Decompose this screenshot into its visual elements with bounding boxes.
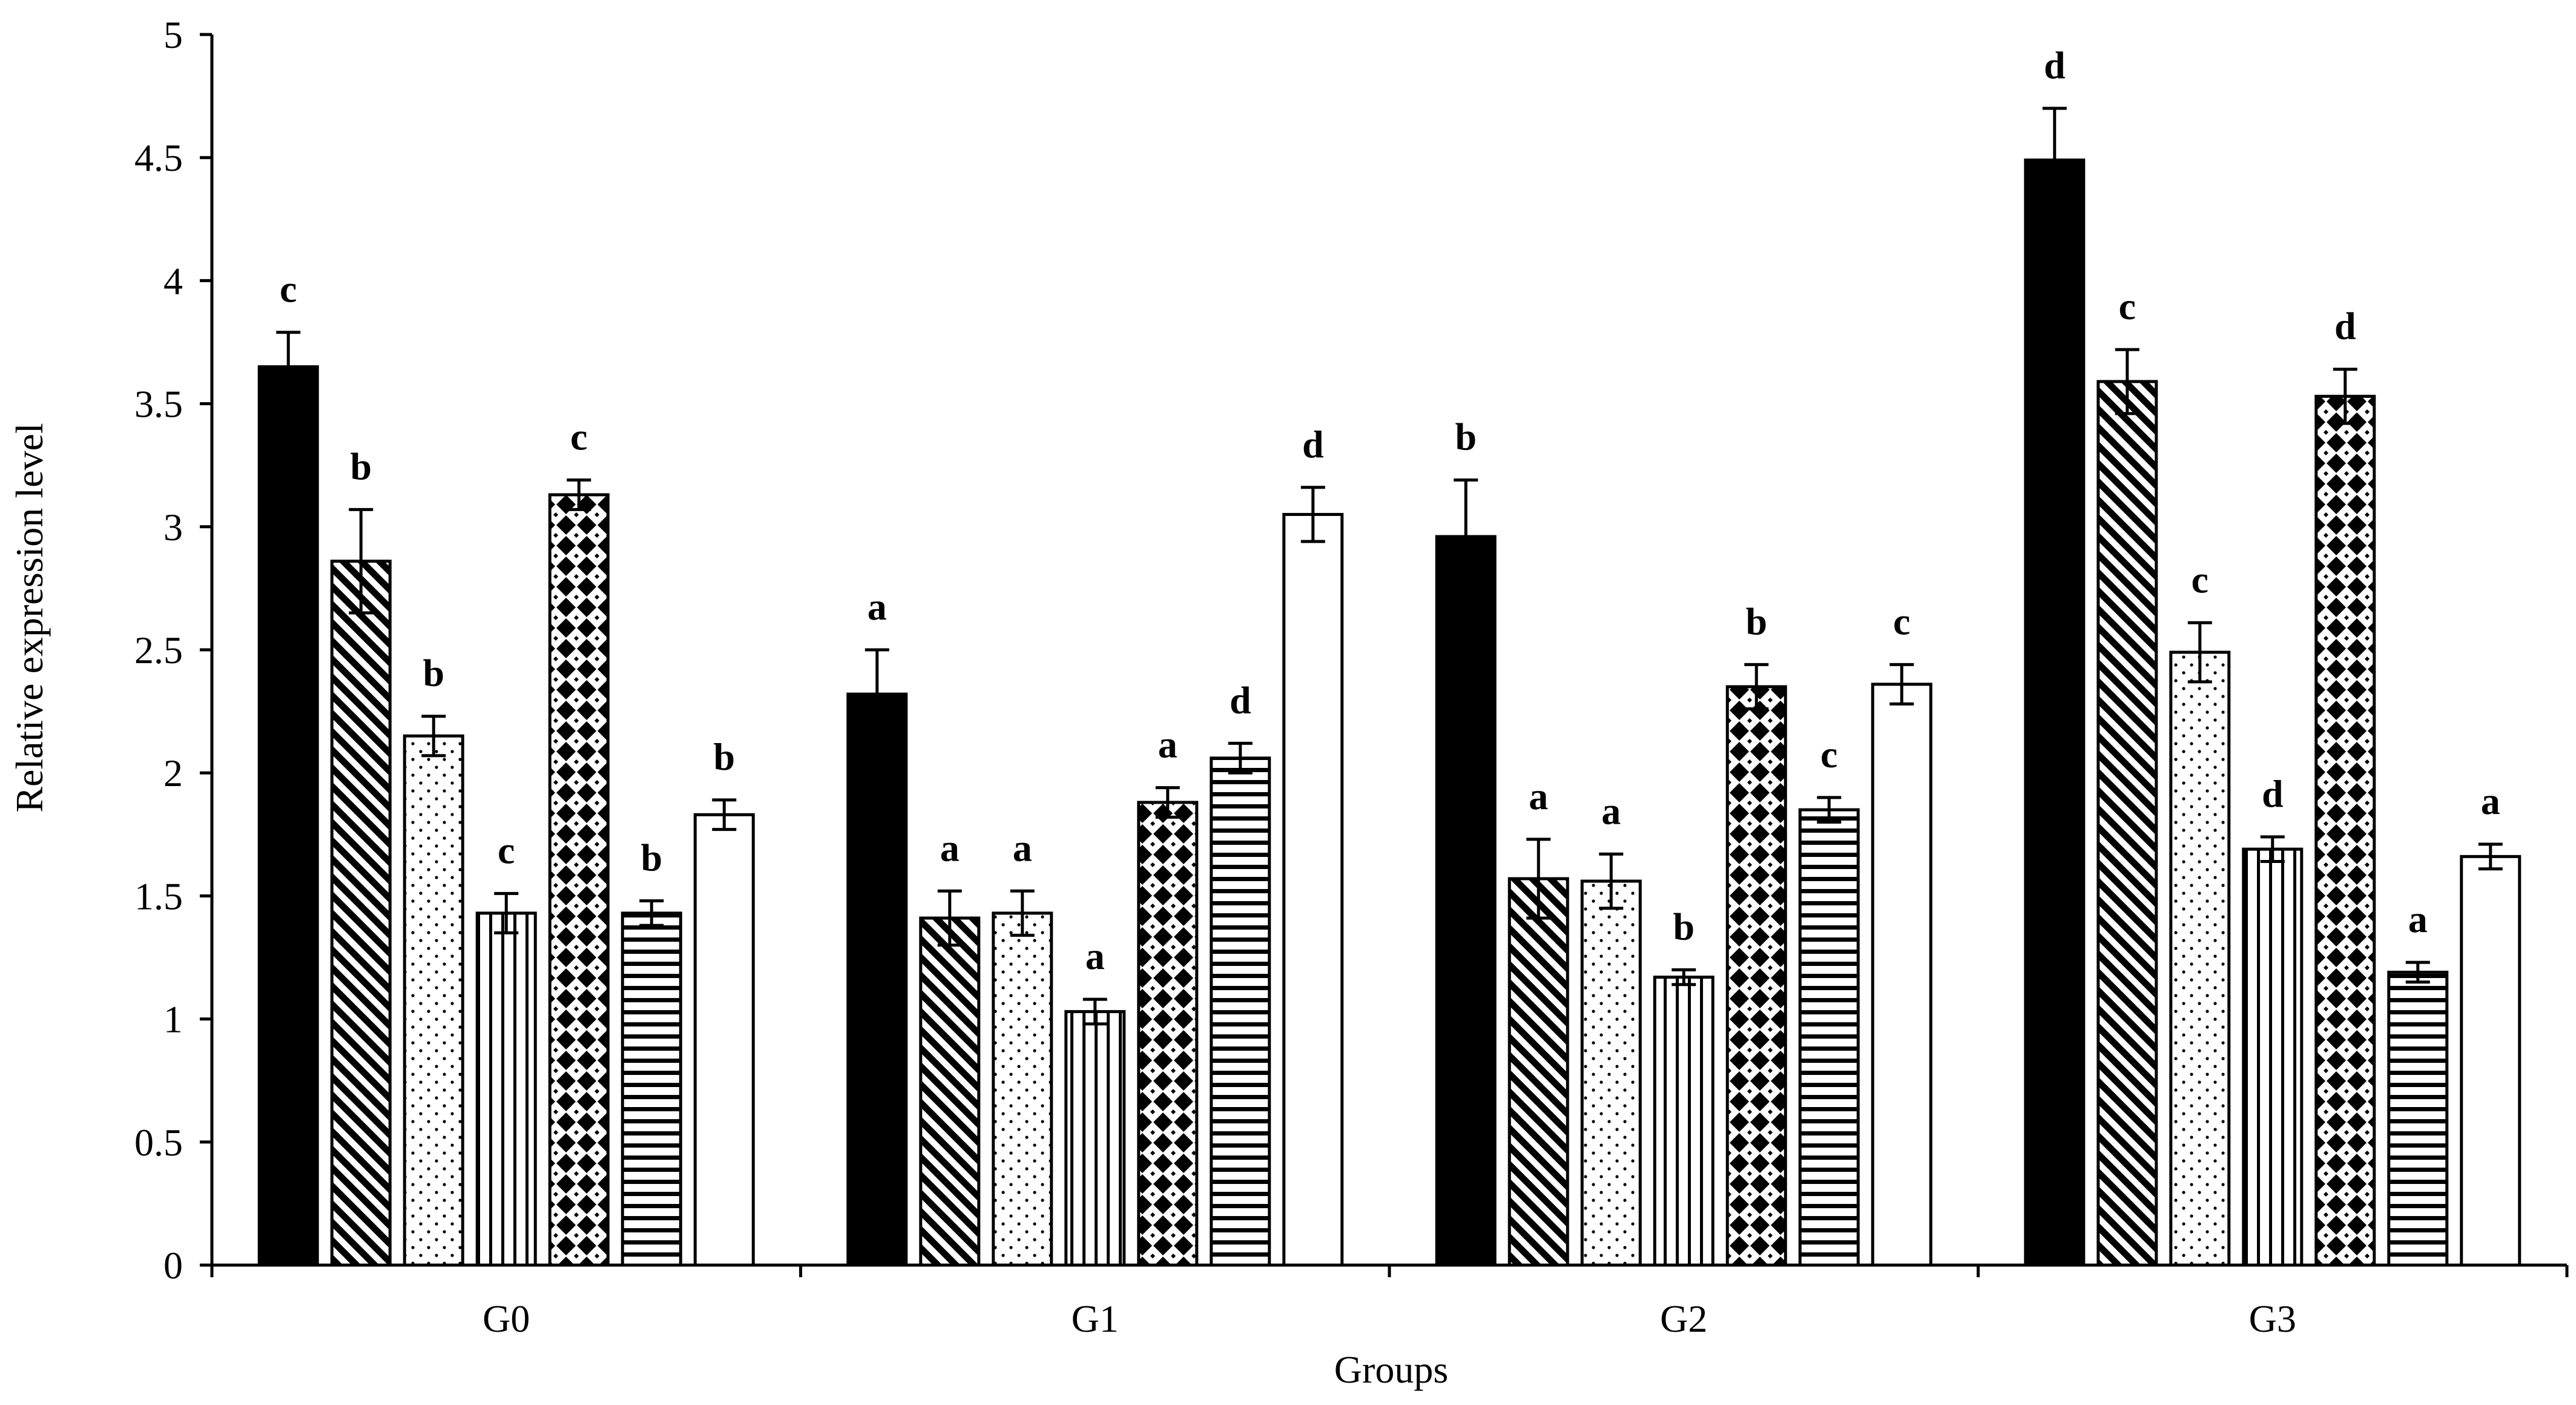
y-tick-label: 3 bbox=[163, 506, 183, 549]
bar-g2-series-3 bbox=[1580, 879, 1642, 1267]
y-tick-label: 0.5 bbox=[134, 1121, 183, 1164]
y-tick-label: 3.5 bbox=[134, 383, 183, 426]
significance-label: d bbox=[2262, 772, 2284, 815]
x-axis-title: Groups bbox=[1334, 1348, 1448, 1391]
significance-label: b bbox=[350, 445, 372, 488]
significance-label: d bbox=[2044, 44, 2066, 87]
bar-g1-series-4 bbox=[1064, 1010, 1126, 1267]
bar-g3-series-6 bbox=[2387, 970, 2449, 1267]
significance-label: c bbox=[570, 415, 587, 458]
significance-labels: c b b c c b b a a a a a d d b a a b b c c d c c d d a a bbox=[280, 44, 2500, 977]
significance-label: c bbox=[1820, 733, 1837, 776]
bar-g0-series-3 bbox=[403, 734, 464, 1267]
significance-label: b bbox=[1455, 415, 1477, 458]
bar-g1-series-6 bbox=[1210, 756, 1271, 1267]
bar-g2-series-7 bbox=[1871, 683, 1932, 1267]
significance-label: b bbox=[1745, 600, 1767, 643]
bar-g3-series-4 bbox=[2242, 847, 2304, 1267]
bar-g2-series-5 bbox=[1725, 685, 1787, 1267]
bar-g1-series-3 bbox=[992, 911, 1053, 1267]
error-bars bbox=[276, 107, 2503, 1026]
bar-g3-series-2 bbox=[2097, 380, 2158, 1267]
y-tick-label: 1 bbox=[163, 998, 183, 1041]
significance-label: c bbox=[280, 268, 297, 311]
bar-g0-series-6 bbox=[621, 911, 682, 1267]
significance-label: d bbox=[1230, 678, 1251, 721]
bar-g0-series-2 bbox=[330, 560, 392, 1267]
bar-g0-series-1 bbox=[257, 365, 319, 1267]
bar-g0-series-7 bbox=[693, 813, 755, 1267]
significance-label: a bbox=[2481, 779, 2500, 822]
significance-label: a bbox=[1529, 775, 1548, 818]
bar-g3-series-1 bbox=[2024, 158, 2086, 1267]
significance-label: c bbox=[498, 828, 515, 871]
bar-g0-series-5 bbox=[548, 493, 610, 1267]
y-tick-label: 2 bbox=[163, 752, 183, 795]
x-tick-label: G1 bbox=[1072, 1297, 1119, 1340]
bar-g0-series-4 bbox=[475, 911, 537, 1267]
significance-label: b bbox=[713, 735, 735, 778]
bars bbox=[257, 158, 2522, 1267]
x-tick-label: G0 bbox=[483, 1297, 530, 1340]
significance-label: c bbox=[1893, 600, 1910, 643]
x-tick-label: G3 bbox=[2249, 1297, 2296, 1340]
y-tick-label: 1.5 bbox=[134, 874, 183, 917]
bar-g2-series-1 bbox=[1435, 535, 1497, 1267]
bar-g3-series-7 bbox=[2460, 855, 2522, 1267]
bar-g1-series-2 bbox=[919, 916, 981, 1267]
bar-g2-series-2 bbox=[1507, 877, 1569, 1267]
bar-g2-series-6 bbox=[1798, 808, 1860, 1267]
significance-label: c bbox=[2119, 285, 2136, 328]
y-tick-label: 0 bbox=[163, 1244, 183, 1287]
x-tick-label: G2 bbox=[1660, 1297, 1707, 1340]
significance-label: c bbox=[2192, 558, 2209, 601]
significance-label: d bbox=[1302, 423, 1324, 466]
y-axis-title: Relative expression level bbox=[8, 423, 51, 812]
bar-g1-series-1 bbox=[846, 692, 908, 1267]
y-tick-label: 4 bbox=[163, 259, 183, 302]
significance-label: b bbox=[1673, 905, 1695, 948]
significance-label: a bbox=[2408, 898, 2428, 941]
significance-label: a bbox=[1158, 723, 1178, 766]
significance-label: a bbox=[940, 826, 960, 869]
bar-g1-series-7 bbox=[1282, 512, 1344, 1267]
bar-g3-series-5 bbox=[2314, 394, 2376, 1267]
significance-label: a bbox=[1013, 826, 1032, 869]
y-tick-label: 4.5 bbox=[134, 136, 183, 179]
significance-label: d bbox=[2334, 305, 2356, 348]
significance-label: b bbox=[423, 652, 444, 695]
bar-g2-series-4 bbox=[1653, 976, 1715, 1267]
bar-g3-series-3 bbox=[2169, 650, 2231, 1267]
tick-labels: 0 0.5 1 1.5 2 2.5 3 3.5 4 4.5 5 G0 G1 G2 G3 bbox=[134, 13, 2296, 1340]
significance-label: a bbox=[868, 585, 887, 628]
y-tick-label: 5 bbox=[163, 13, 183, 56]
significance-label: a bbox=[1085, 934, 1105, 977]
bar-g1-series-5 bbox=[1137, 801, 1199, 1267]
y-tick-label: 2.5 bbox=[134, 629, 183, 672]
significance-label: a bbox=[1601, 789, 1621, 832]
significance-label: b bbox=[641, 836, 662, 879]
